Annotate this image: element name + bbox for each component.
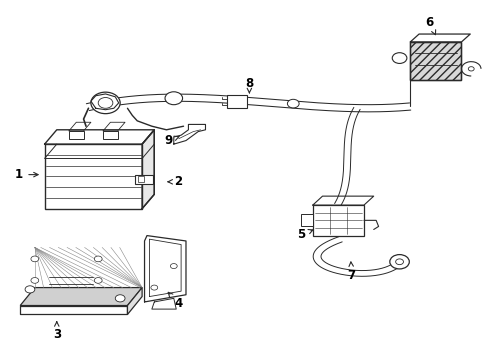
Bar [135, 175, 153, 184]
Bar [409, 42, 461, 80]
Bar [103, 131, 118, 139]
Circle shape [94, 256, 102, 262]
Circle shape [98, 98, 113, 108]
Text: 7: 7 [347, 262, 355, 282]
Circle shape [115, 295, 125, 302]
Text: 1: 1 [15, 168, 38, 181]
Circle shape [31, 256, 39, 262]
Polygon shape [127, 288, 142, 315]
Polygon shape [20, 288, 142, 306]
Circle shape [164, 92, 182, 105]
Bar [44, 144, 142, 209]
Text: 2: 2 [168, 175, 183, 188]
Text: 3: 3 [53, 322, 61, 341]
Text: 6: 6 [425, 16, 435, 35]
Bar [312, 205, 363, 235]
Bar [300, 214, 312, 226]
Circle shape [389, 255, 408, 269]
Circle shape [94, 278, 102, 283]
Bar [409, 42, 461, 80]
Circle shape [395, 259, 403, 265]
Polygon shape [142, 130, 154, 209]
Bar [69, 131, 83, 139]
Circle shape [391, 53, 406, 63]
Bar [138, 176, 143, 182]
Circle shape [151, 285, 158, 290]
Bar [227, 95, 246, 108]
Circle shape [31, 278, 39, 283]
Circle shape [287, 99, 299, 108]
Text: 8: 8 [245, 77, 253, 93]
Circle shape [91, 92, 120, 114]
Text: 4: 4 [168, 292, 183, 310]
Text: 9: 9 [164, 134, 179, 147]
Circle shape [25, 286, 35, 293]
Circle shape [170, 264, 177, 269]
Circle shape [468, 67, 473, 71]
Text: 5: 5 [297, 228, 312, 241]
